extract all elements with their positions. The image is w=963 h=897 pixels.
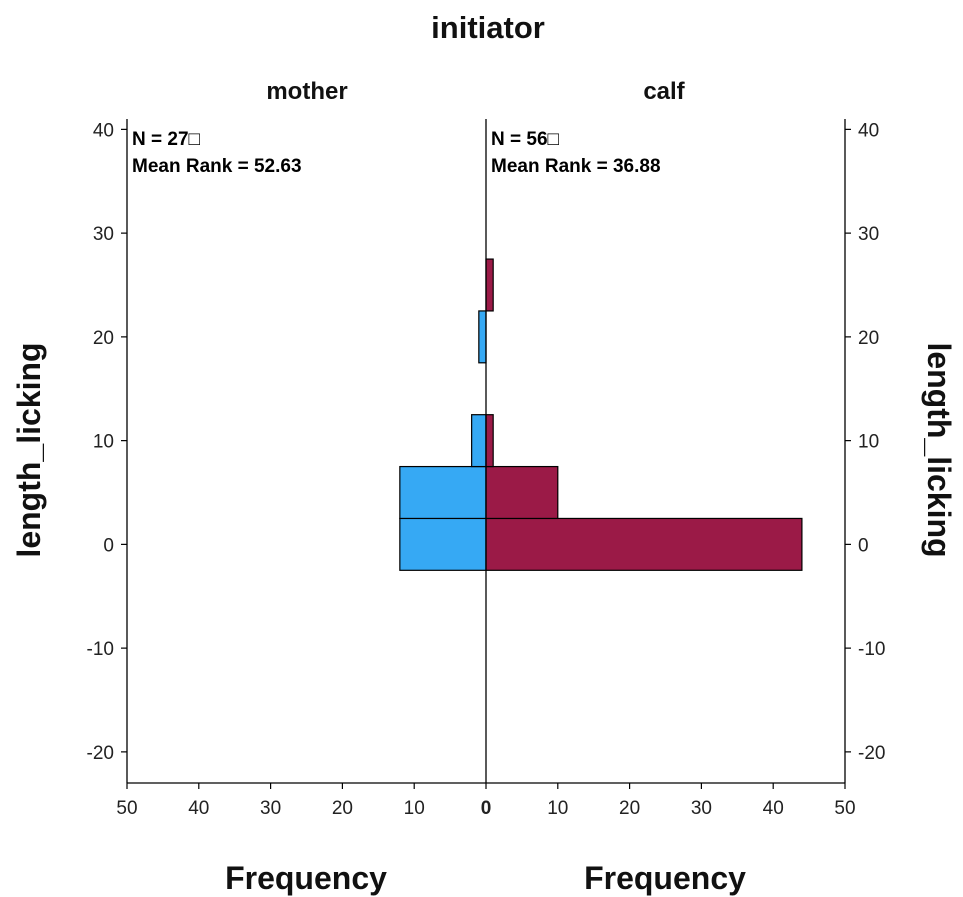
panel-title-mother: mother — [266, 78, 347, 105]
x-tick-label: 30 — [691, 798, 712, 819]
mother-bar-1 — [399, 465, 487, 520]
calf-bar-0 — [485, 517, 803, 571]
mother-mean-rank-label: Mean Rank = 52.63 — [132, 156, 302, 177]
mother-bar-2 — [471, 414, 487, 468]
y-tick-label-right: 0 — [858, 535, 869, 556]
y-tick-label-right: 10 — [858, 432, 879, 453]
mother-bar-0 — [399, 517, 487, 571]
y-tick-label-left: 0 — [103, 535, 114, 556]
y-axis-title-left: length_licking — [11, 342, 47, 557]
mother-n-label: N = 27□ — [132, 129, 201, 150]
mother-bar-4 — [478, 310, 487, 364]
calf-bar-2 — [485, 414, 494, 468]
y-tick-label-right: -10 — [858, 639, 885, 660]
x-tick-label: 30 — [260, 798, 281, 819]
y-tick-label-left: 40 — [93, 120, 114, 141]
y-tick-label-left: 30 — [93, 224, 114, 245]
panel-title-calf: calf — [643, 78, 685, 105]
chart-title: initiator — [431, 10, 545, 45]
x-tick-label: 40 — [763, 798, 784, 819]
ticks-layer: -20 -20 -10 -10 0 0 10 10 20 20 30 30 40 40 50 40 30 20 10… — [87, 120, 886, 819]
y-axis-title-right: length_licking — [921, 342, 957, 557]
x-tick-label: 20 — [332, 798, 353, 819]
calf-bar-1 — [485, 465, 559, 520]
x-tick-label: 40 — [188, 798, 209, 819]
calf-bar-5 — [485, 258, 494, 312]
y-tick-label-left: -10 — [87, 639, 114, 660]
x-tick-label: 20 — [619, 798, 640, 819]
x-tick-label: 0 — [481, 798, 492, 819]
calf-n-label: N = 56□ — [491, 129, 560, 150]
calf-mean-rank-label: Mean Rank = 36.88 — [491, 156, 661, 177]
y-tick-label-right: -20 — [858, 743, 885, 764]
x-tick-label: 50 — [834, 798, 855, 819]
y-tick-label-right: 20 — [858, 328, 879, 349]
y-tick-label-left: -20 — [87, 743, 114, 764]
x-tick-label: 10 — [404, 798, 425, 819]
y-tick-label-right: 40 — [858, 120, 879, 141]
y-tick-label-left: 10 — [93, 432, 114, 453]
x-axis-title-right: Frequency — [584, 860, 746, 896]
x-axis-title-left: Frequency — [225, 860, 387, 896]
x-tick-label: 10 — [547, 798, 568, 819]
y-tick-label-left: 20 — [93, 328, 114, 349]
bars-layer — [399, 258, 803, 571]
x-tick-label: 50 — [116, 798, 137, 819]
y-tick-label-right: 30 — [858, 224, 879, 245]
